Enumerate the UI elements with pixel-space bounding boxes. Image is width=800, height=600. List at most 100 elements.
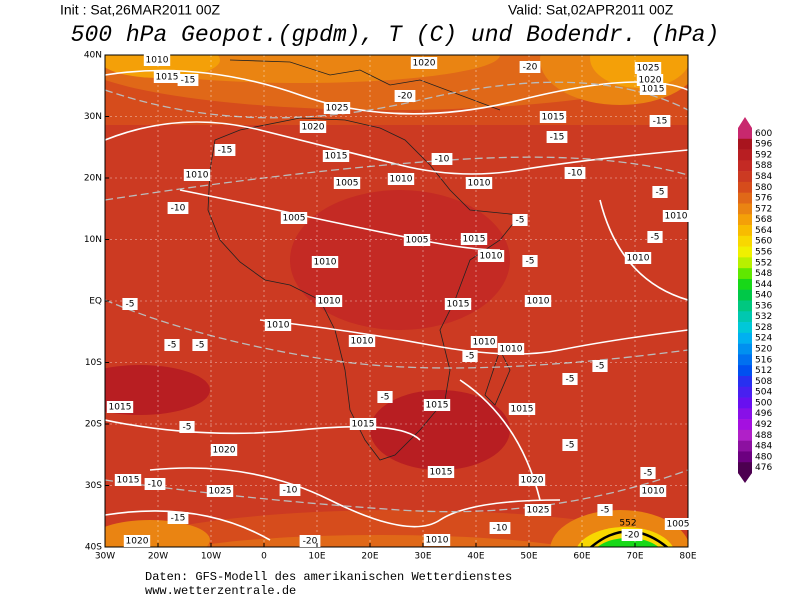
contour-label: 1015	[430, 468, 453, 478]
contour-label: 1010	[314, 258, 337, 268]
contour-label: 1010	[390, 175, 413, 185]
contour-label-box	[179, 421, 195, 433]
contour-label-box	[649, 115, 671, 127]
contour-label-box	[167, 512, 189, 524]
colorbar-label: 584	[755, 172, 772, 182]
contour-label: -5	[601, 506, 610, 516]
contour-label-box	[394, 90, 416, 102]
contour-label: 1015	[325, 152, 348, 162]
contour-label-box	[299, 121, 327, 133]
colorbar-swatch	[738, 354, 752, 366]
contour-label: -15	[653, 117, 668, 127]
colorbar-swatch	[738, 268, 752, 280]
contour-label: -5	[526, 257, 535, 267]
lat-label: EQ	[89, 297, 102, 307]
contour-label: -5	[196, 341, 205, 351]
lon-label: 30E	[414, 552, 431, 562]
colorbar-swatch	[738, 128, 752, 140]
contour-label-box	[431, 153, 453, 165]
contour-label-box	[323, 102, 351, 114]
contour-label-box	[214, 144, 236, 156]
lon-label: 20E	[361, 552, 378, 562]
colorbar-label: 576	[755, 194, 772, 204]
colorbar-label: 504	[755, 388, 772, 398]
colorbar-swatch	[738, 375, 752, 388]
contour-label: -15	[171, 514, 186, 524]
contour-label-box	[423, 399, 451, 411]
colorbar-label: 564	[755, 226, 772, 236]
contour-label-box	[539, 111, 567, 123]
contour-label-box	[562, 439, 578, 451]
contour-label: 1010	[186, 171, 209, 181]
contour-label-box	[592, 360, 608, 372]
contour-label: -10	[283, 486, 298, 496]
contour-label: 1015	[426, 401, 449, 411]
colorbar-cap	[738, 117, 752, 128]
contour-label: 1010	[527, 297, 550, 307]
lon-label: 30W	[95, 552, 115, 562]
colorbar-swatch	[738, 278, 752, 291]
colorbar-label: 476	[755, 463, 772, 473]
contour-label-box	[183, 169, 211, 181]
contour-label-box	[192, 339, 208, 351]
contour-label-box	[512, 214, 528, 226]
contour-label-box	[403, 234, 431, 246]
contour-label: 1015	[109, 403, 132, 413]
colorbar-label: 520	[755, 345, 772, 355]
map-field	[105, 55, 688, 547]
contour-label-box	[315, 295, 343, 307]
contour-label: 1010	[468, 179, 491, 189]
contour-label: 1015	[447, 300, 470, 310]
contour-label: -10	[493, 524, 508, 534]
colorbar-label: 524	[755, 334, 772, 344]
data-source: Daten: GFS-Modell des amerikanischen Wet…	[145, 570, 512, 584]
contour-label: 1025	[326, 104, 349, 114]
contour-label-box	[639, 485, 667, 497]
contour-label-box	[652, 186, 668, 198]
contour-label-box	[280, 212, 308, 224]
contour-label-box	[497, 343, 525, 355]
contour-label: 1020	[413, 59, 436, 69]
colorbar-swatch	[738, 181, 752, 193]
contour-label-box	[508, 403, 536, 415]
colorbar-label: 500	[755, 398, 772, 408]
contour-label-box	[377, 391, 393, 403]
colorbar-label: 592	[755, 150, 772, 160]
lon-label: 80E	[679, 552, 696, 562]
colorbar-label: 492	[755, 420, 772, 430]
contour-label-box	[524, 295, 552, 307]
colorbar-swatch	[738, 332, 752, 344]
contour-label: -5	[566, 375, 575, 385]
contour-label-box	[279, 484, 301, 496]
colorbar-swatch	[738, 429, 752, 441]
lat-label: 20N	[84, 174, 102, 184]
lat-label: 30N	[84, 112, 102, 122]
contour-label-box	[177, 74, 199, 86]
colorbar-swatch	[738, 203, 752, 215]
lat-label: 40N	[84, 51, 102, 61]
colorbar-label: 512	[755, 366, 772, 376]
colorbar-swatch	[738, 300, 752, 312]
contour-label-box	[647, 231, 663, 243]
contour-label: 1010	[642, 487, 665, 497]
contour-label: -10	[171, 204, 186, 214]
contour-label-box	[311, 256, 339, 268]
colorbar-swatch	[738, 322, 752, 334]
contour-label: -20	[303, 537, 318, 547]
contour-label: 1010	[351, 337, 374, 347]
contour-label: 1025	[527, 506, 550, 516]
colorbar-swatch	[738, 246, 752, 258]
contour-label-box	[522, 255, 538, 267]
colorbar-label: 516	[755, 355, 772, 365]
contour-label-box	[477, 250, 505, 262]
contour-label-box	[562, 373, 578, 385]
contour-label: -5	[651, 233, 660, 243]
colorbar-label: 536	[755, 301, 772, 311]
contour-label: -5	[566, 441, 575, 451]
contour-label: 1005	[336, 179, 359, 189]
colorbar-label: 596	[755, 140, 772, 150]
colorbar-label: 552	[755, 258, 772, 268]
colorbar-label: 580	[755, 183, 772, 193]
contour-label-box	[123, 535, 151, 547]
